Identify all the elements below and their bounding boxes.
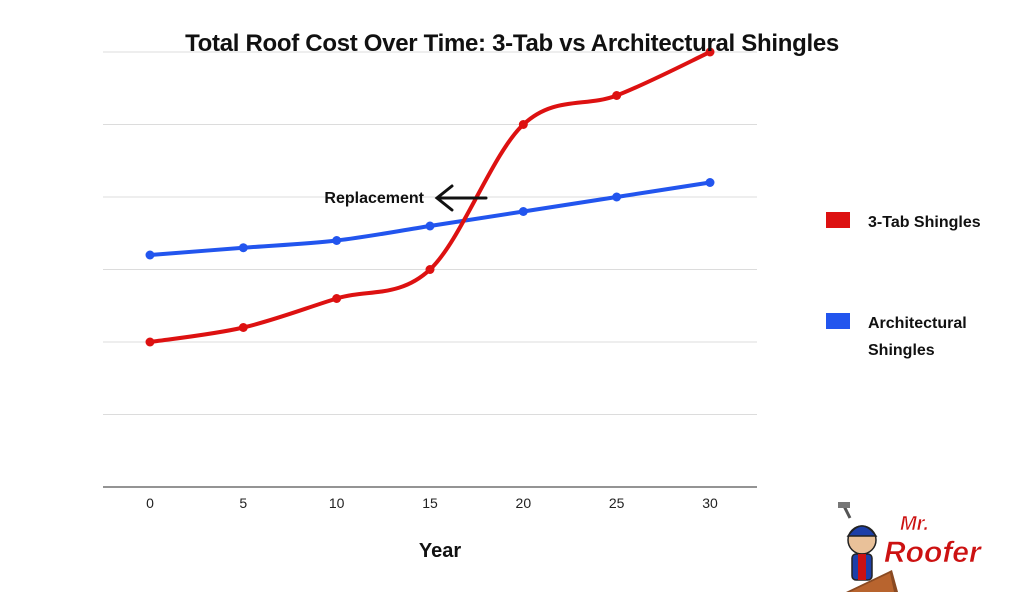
data-point: [705, 47, 715, 57]
roofer-mascot-icon: [838, 502, 898, 592]
annotation-label: Replacement: [324, 190, 424, 207]
x-tick-label: 10: [329, 495, 345, 511]
legend-label-architectural: Architectural Shingles: [868, 315, 967, 359]
x-tick-label: 5: [239, 495, 247, 511]
logo-text-mr: Mr.: [900, 513, 929, 535]
data-point: [238, 323, 248, 332]
x-tick-label: 0: [146, 495, 154, 511]
legend-swatch-3tab: [826, 212, 850, 228]
logo-text-roofer: Roofer: [884, 536, 983, 569]
mr-roofer-logo: Mr. Roofer: [838, 502, 983, 592]
data-point: [425, 265, 435, 274]
data-point: [518, 120, 528, 129]
legend-item-3tab: 3-Tab Shingles: [826, 209, 998, 236]
x-tick-label: 25: [609, 495, 625, 511]
data-point: [612, 192, 622, 202]
grid-lines: [103, 51, 757, 488]
series-line: [148, 180, 712, 257]
data-point: [425, 221, 435, 231]
x-tick-label: 15: [422, 495, 438, 511]
x-tick-label: 30: [702, 495, 718, 511]
replacement-annotation: Replacement: [324, 184, 488, 212]
chart-title: Total Roof Cost Over Time: 3-Tab vs Arch…: [185, 30, 839, 57]
legend-item-architectural: Architectural Shingles: [826, 310, 998, 364]
data-point: [145, 337, 155, 347]
data-point: [332, 294, 342, 303]
legend-swatch-architectural: [826, 313, 850, 329]
x-tick-label: 20: [516, 495, 532, 511]
legend-label-3tab: 3-Tab Shingles: [868, 214, 981, 231]
left-arrow-icon: [434, 184, 488, 212]
data-point: [145, 250, 155, 260]
data-point: [705, 178, 715, 187]
data-point: [238, 243, 248, 253]
data-point: [612, 91, 622, 100]
data-point: [332, 236, 342, 245]
data-point: [518, 207, 528, 216]
series-points: [145, 47, 715, 347]
x-tick-labels: 0 5 10 15 20 25 30: [146, 495, 718, 511]
x-axis-label: Year: [418, 540, 462, 562]
